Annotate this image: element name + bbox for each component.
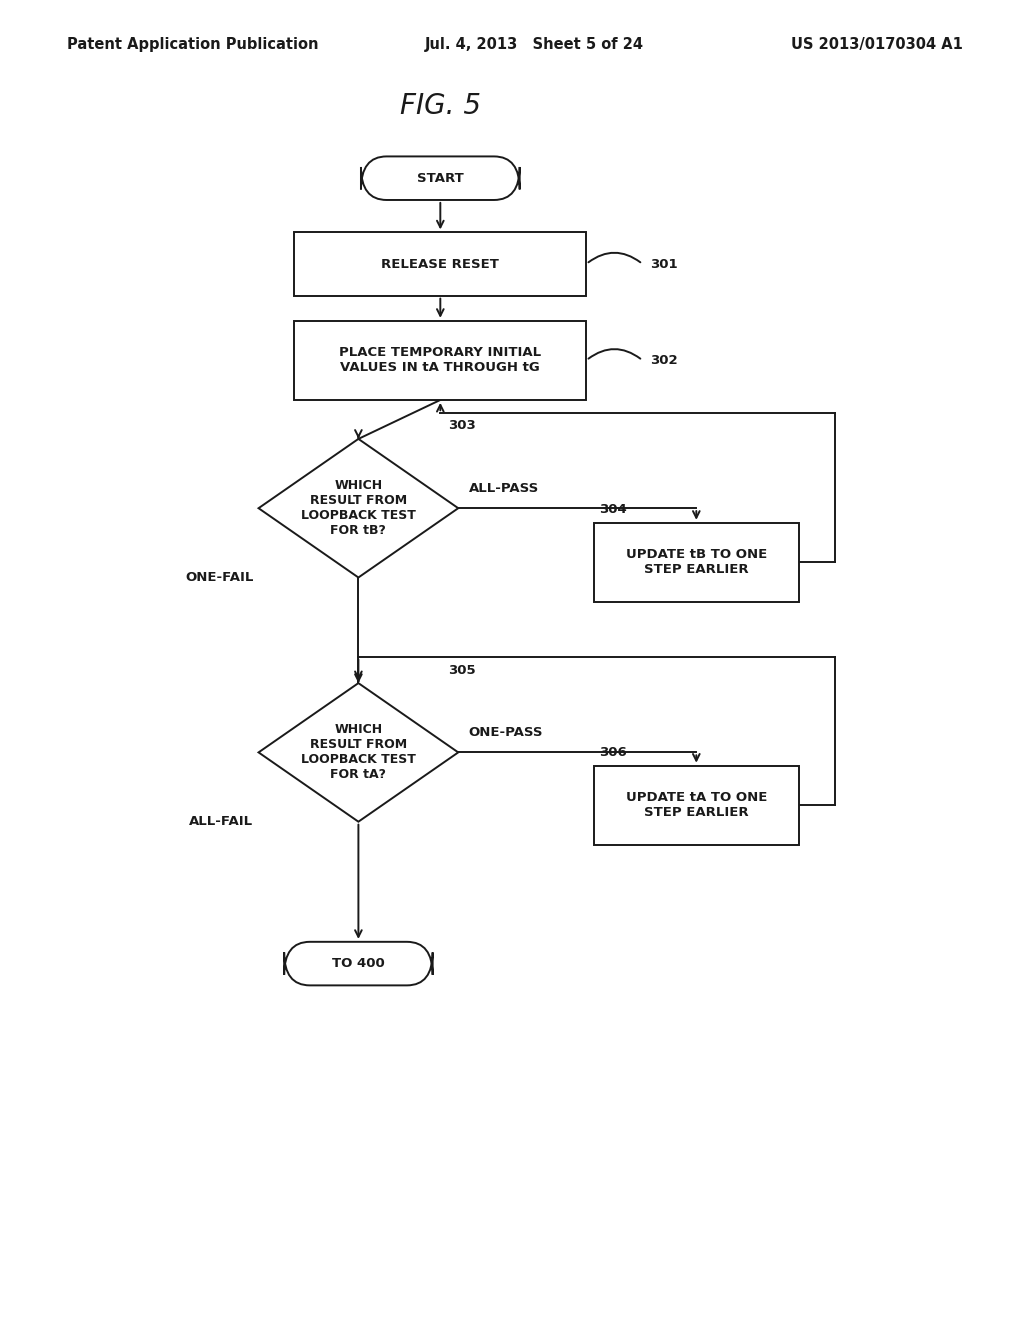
Text: US 2013/0170304 A1: US 2013/0170304 A1 (791, 37, 963, 53)
Bar (594, 766, 799, 845)
Text: Patent Application Publication: Patent Application Publication (67, 37, 318, 53)
Text: ALL-FAIL: ALL-FAIL (189, 814, 253, 828)
Text: 302: 302 (650, 354, 677, 367)
Text: RELEASE RESET: RELEASE RESET (381, 257, 500, 271)
Text: UPDATE tA TO ONE
STEP EARLIER: UPDATE tA TO ONE STEP EARLIER (626, 791, 767, 820)
Text: WHICH
RESULT FROM
LOOPBACK TEST
FOR tB?: WHICH RESULT FROM LOOPBACK TEST FOR tB? (301, 479, 416, 537)
Bar (295, 232, 586, 296)
Text: START: START (417, 172, 464, 185)
Text: FIG. 5: FIG. 5 (399, 91, 481, 120)
Polygon shape (258, 438, 459, 578)
Text: ONE-PASS: ONE-PASS (469, 726, 543, 739)
Text: TO 400: TO 400 (332, 957, 385, 970)
Text: Jul. 4, 2013   Sheet 5 of 24: Jul. 4, 2013 Sheet 5 of 24 (425, 37, 644, 53)
Text: 306: 306 (599, 746, 627, 759)
FancyBboxPatch shape (360, 156, 519, 199)
Polygon shape (258, 684, 459, 821)
FancyBboxPatch shape (284, 942, 432, 985)
Text: PLACE TEMPORARY INITIAL
VALUES IN tA THROUGH tG: PLACE TEMPORARY INITIAL VALUES IN tA THR… (339, 346, 542, 375)
Text: WHICH
RESULT FROM
LOOPBACK TEST
FOR tA?: WHICH RESULT FROM LOOPBACK TEST FOR tA? (301, 723, 416, 781)
Text: ALL-PASS: ALL-PASS (469, 482, 539, 495)
Text: 305: 305 (449, 664, 475, 676)
Text: UPDATE tB TO ONE
STEP EARLIER: UPDATE tB TO ONE STEP EARLIER (626, 548, 767, 577)
Text: 303: 303 (449, 420, 476, 433)
Bar (295, 321, 586, 400)
Text: 304: 304 (599, 503, 627, 516)
Text: 301: 301 (650, 257, 677, 271)
Text: ONE-FAIL: ONE-FAIL (185, 570, 253, 583)
Bar (594, 523, 799, 602)
